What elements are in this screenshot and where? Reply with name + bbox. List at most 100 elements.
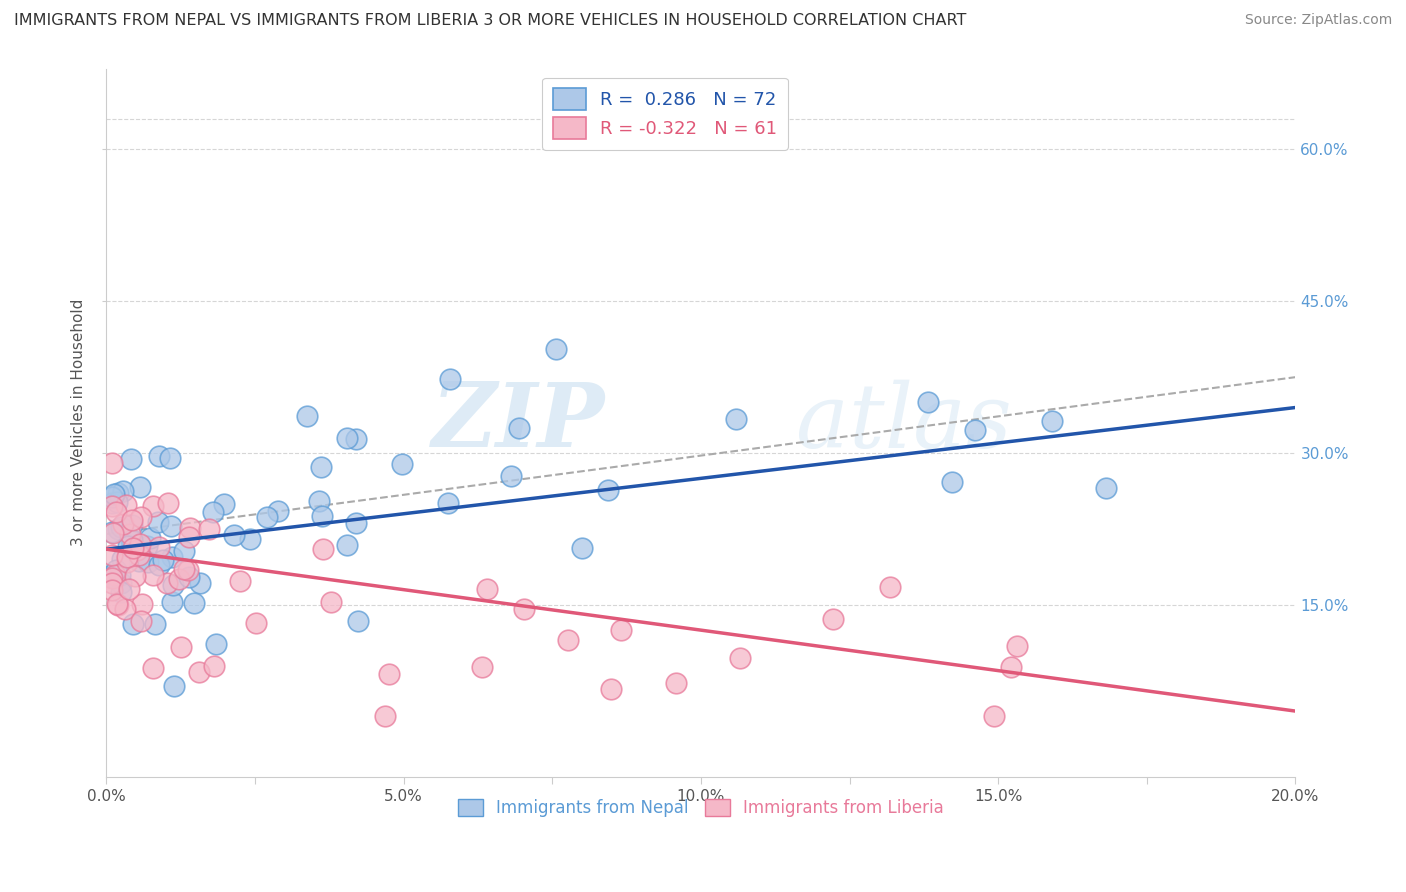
Point (201, 505, 224, 519)
Point (139, 531, 162, 545)
Point (471, 660, 494, 674)
Point (598, 483, 620, 497)
Point (103, 487, 125, 501)
Point (344, 516, 367, 531)
Point (131, 614, 153, 628)
Point (121, 518, 143, 533)
Point (101, 575, 124, 590)
Point (160, 518, 183, 533)
Point (439, 372, 461, 386)
Point (104, 563, 127, 577)
Point (160, 550, 183, 565)
Point (170, 640, 193, 654)
Text: ZIP: ZIP (433, 379, 606, 466)
Point (111, 517, 134, 532)
Point (105, 495, 128, 509)
Point (600, 681, 623, 696)
Point (188, 575, 211, 590)
Text: IMMIGRANTS FROM NEPAL VS IMMIGRANTS FROM LIBERIA 3 OR MORE VEHICLES IN HOUSEHOLD: IMMIGRANTS FROM NEPAL VS IMMIGRANTS FROM… (14, 13, 966, 29)
Point (101, 499, 124, 513)
Point (477, 582, 499, 597)
Point (557, 633, 579, 648)
Point (129, 510, 152, 524)
Point (374, 709, 396, 723)
Point (499, 469, 522, 483)
Point (177, 530, 200, 544)
Point (142, 499, 165, 513)
Point (571, 541, 593, 555)
Point (117, 582, 139, 596)
Point (156, 496, 179, 510)
Point (311, 508, 333, 523)
Point (513, 601, 536, 615)
Point (128, 480, 150, 494)
Point (156, 576, 179, 591)
Point (336, 538, 359, 552)
Text: atlas: atlas (796, 379, 1012, 467)
Point (121, 513, 143, 527)
Point (148, 540, 170, 554)
Point (1005, 639, 1028, 653)
Point (308, 494, 330, 508)
Point (222, 528, 245, 542)
Point (148, 449, 170, 463)
Point (115, 498, 138, 512)
Point (148, 558, 170, 573)
Point (110, 520, 132, 534)
Point (142, 661, 165, 675)
Legend: Immigrants from Nepal, Immigrants from Liberia: Immigrants from Nepal, Immigrants from L… (450, 790, 952, 825)
Point (725, 412, 748, 426)
Point (105, 506, 128, 520)
Point (101, 526, 124, 541)
Point (107, 522, 129, 536)
Point (117, 555, 139, 569)
Point (336, 431, 359, 445)
Point (118, 527, 141, 541)
Point (173, 544, 195, 558)
Point (120, 533, 142, 548)
Point (122, 541, 145, 556)
Point (202, 659, 225, 673)
Point (347, 614, 370, 628)
Point (131, 598, 153, 612)
Point (129, 537, 152, 551)
Point (125, 542, 148, 557)
Point (146, 515, 169, 529)
Text: Source: ZipAtlas.com: Source: ZipAtlas.com (1244, 13, 1392, 28)
Point (173, 561, 195, 575)
Point (728, 650, 751, 665)
Point (1000, 659, 1022, 673)
Point (256, 510, 278, 524)
Point (167, 572, 190, 586)
Point (312, 541, 335, 556)
Point (508, 421, 530, 435)
Point (111, 552, 134, 566)
Point (101, 496, 124, 510)
Point (665, 676, 688, 690)
Point (963, 423, 986, 437)
Point (105, 597, 128, 611)
Point (239, 533, 262, 547)
Point (135, 539, 157, 553)
Point (983, 709, 1005, 723)
Point (941, 475, 963, 489)
Y-axis label: 3 or more Vehicles in Household: 3 or more Vehicles in Household (72, 299, 86, 547)
Point (104, 567, 127, 582)
Point (177, 570, 200, 584)
Point (101, 570, 124, 584)
Point (152, 553, 174, 567)
Point (391, 457, 413, 471)
Point (115, 549, 138, 564)
Point (162, 578, 184, 592)
Point (128, 554, 150, 568)
Point (121, 533, 143, 548)
Point (309, 460, 332, 475)
Point (378, 666, 401, 681)
Point (245, 616, 267, 631)
Point (142, 568, 165, 582)
Point (159, 450, 181, 465)
Point (214, 497, 236, 511)
Point (107, 486, 129, 500)
Point (160, 594, 183, 608)
Point (229, 574, 252, 589)
